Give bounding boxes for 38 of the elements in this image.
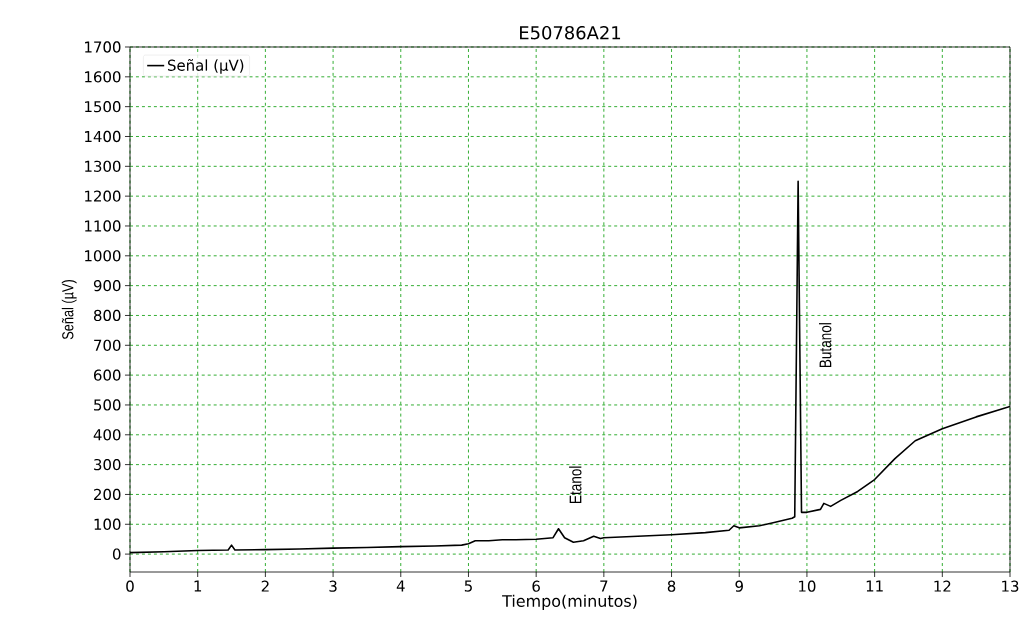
y-tick-label: 0 <box>112 548 121 560</box>
y-tick-label: 1500 <box>85 101 121 113</box>
x-tick-label: 1 <box>194 580 202 592</box>
y-tick-label: 1700 <box>85 41 121 53</box>
y-tick-label: 900 <box>93 279 121 292</box>
y-tick-label: 1000 <box>85 250 121 262</box>
y-tick-label: 400 <box>93 429 121 441</box>
annotation: Butanol <box>818 323 832 368</box>
y-tick-label: 700 <box>94 339 121 351</box>
x-tick-label: 3 <box>329 580 337 592</box>
chart-title: E50786A21 <box>520 25 621 40</box>
y-tick-label: 800 <box>93 309 121 322</box>
x-tick-label: 9 <box>735 580 743 592</box>
y-tick-label: 300 <box>94 458 121 471</box>
y-tick-label: 500 <box>94 399 121 411</box>
x-tick-label: 8 <box>667 580 676 592</box>
y-axis-title: Señal (µV) <box>61 280 77 340</box>
y-tick-label: 1300 <box>85 160 121 172</box>
x-tick-label: 0 <box>126 580 134 592</box>
annotation: Etanol <box>569 466 582 503</box>
y-tick-label: 1600 <box>85 71 121 83</box>
x-tick-label: 5 <box>464 580 472 592</box>
x-tick-label: 12 <box>934 580 951 592</box>
x-axis-title: Tiempo(minutos) <box>502 594 637 611</box>
y-tick-label: 1400 <box>85 130 121 143</box>
x-tick-label: 2 <box>261 580 269 592</box>
y-tick-label: 100 <box>94 518 121 530</box>
x-tick-label: 10 <box>799 580 816 592</box>
x-tick-label: 7 <box>600 580 608 592</box>
y-tick-label: 600 <box>94 369 121 381</box>
y-tick-label: 200 <box>94 488 121 501</box>
legend-label: Señal (µV) <box>167 59 244 74</box>
y-tick-label: 1100 <box>85 220 121 232</box>
x-tick-label: 6 <box>532 580 540 592</box>
x-tick-label: 4 <box>396 580 405 592</box>
x-tick-label: 13 <box>1002 580 1019 592</box>
y-tick-label: 1200 <box>85 190 121 202</box>
x-tick-label: 11 <box>866 580 883 592</box>
